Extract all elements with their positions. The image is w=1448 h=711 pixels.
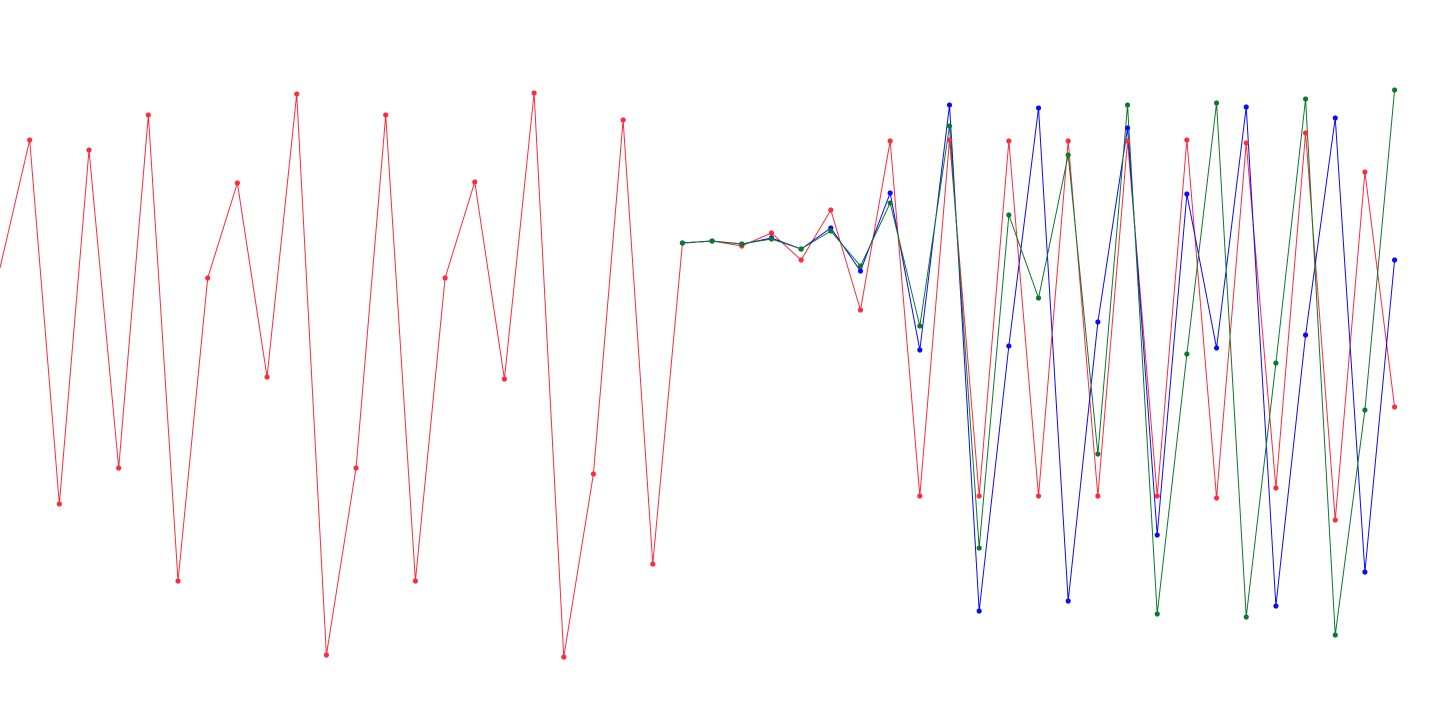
series-0-point xyxy=(590,471,597,477)
series-1-point xyxy=(857,268,864,274)
series-2-line xyxy=(682,89,1396,636)
series-1-point xyxy=(1065,598,1071,604)
series-2-point xyxy=(976,545,982,551)
series-0-point xyxy=(234,180,240,186)
series-2-point xyxy=(739,241,745,247)
series-1-point xyxy=(1184,191,1190,197)
series-0-point xyxy=(145,112,151,118)
series-0-point xyxy=(1154,493,1160,499)
series-0-point xyxy=(976,493,982,499)
series-0-point xyxy=(1065,138,1071,144)
series-lines xyxy=(0,89,1396,658)
series-1-point xyxy=(1124,125,1131,131)
series-0-point xyxy=(56,501,62,507)
series-0-point xyxy=(887,138,893,144)
series-0-point xyxy=(1035,493,1042,499)
series-2-point xyxy=(1243,614,1249,620)
series-2-point xyxy=(1184,351,1190,357)
series-2-point xyxy=(1362,407,1368,413)
series-1-point xyxy=(1154,532,1160,538)
series-0-point xyxy=(472,179,478,185)
series-0-point xyxy=(946,137,953,143)
series-2-point xyxy=(768,236,775,242)
series-2-point xyxy=(1213,100,1220,106)
series-0-point xyxy=(561,654,567,660)
series-1-point xyxy=(887,190,893,196)
series-0-point xyxy=(620,117,626,123)
series-1-point xyxy=(1213,345,1220,351)
series-0-point xyxy=(857,307,864,313)
series-2-point xyxy=(1006,212,1012,218)
series-2-point xyxy=(1273,360,1279,366)
series-1-point xyxy=(1391,257,1398,263)
series-2-point xyxy=(1391,87,1398,93)
series-1-point xyxy=(946,102,953,108)
series-0-point xyxy=(1124,138,1131,144)
series-0-point xyxy=(412,578,419,584)
series-points xyxy=(27,87,1398,660)
series-0-point xyxy=(1243,140,1249,146)
series-1-point xyxy=(1095,319,1101,325)
series-0-point xyxy=(1095,493,1101,499)
series-0-point xyxy=(1006,138,1012,144)
series-0-point xyxy=(917,493,923,499)
series-2-point xyxy=(857,263,864,269)
series-2-point xyxy=(1154,611,1160,617)
series-0-point xyxy=(828,207,834,213)
series-0-point xyxy=(205,275,211,281)
series-2-point xyxy=(679,240,686,246)
series-2-point xyxy=(1124,102,1131,108)
series-0-point xyxy=(383,112,389,118)
series-1-point xyxy=(917,347,923,353)
series-2-point xyxy=(1035,295,1042,301)
series-0-line xyxy=(0,92,1396,658)
series-2-point xyxy=(798,246,804,252)
series-0-point xyxy=(768,230,775,236)
series-1-line xyxy=(682,104,1396,612)
series-2-point xyxy=(1065,152,1071,158)
series-0-point xyxy=(442,275,448,281)
series-1-point xyxy=(1243,104,1249,110)
series-0-point xyxy=(323,652,329,658)
series-1-point xyxy=(1362,569,1368,575)
series-0-point xyxy=(175,578,181,584)
series-2-point xyxy=(1332,632,1338,638)
series-0-point xyxy=(501,376,508,382)
series-0-point xyxy=(1332,517,1338,523)
series-2-point xyxy=(946,123,953,129)
series-0-point xyxy=(86,147,92,153)
series-1-point xyxy=(1302,332,1309,338)
series-1-point xyxy=(1035,105,1042,111)
series-0-point xyxy=(353,465,359,471)
series-0-point xyxy=(1213,495,1220,501)
series-0-point xyxy=(1362,169,1368,175)
series-0-point xyxy=(27,137,33,143)
series-0-point xyxy=(264,374,270,380)
series-2-point xyxy=(1095,451,1101,457)
series-0-point xyxy=(1302,130,1309,136)
series-1-point xyxy=(1332,115,1338,121)
series-0-point xyxy=(650,561,656,567)
series-2-point xyxy=(709,238,715,244)
series-2-point xyxy=(828,228,834,234)
series-0-point xyxy=(116,465,122,471)
series-0-point xyxy=(1184,137,1190,143)
series-2-point xyxy=(917,323,923,329)
series-1-point xyxy=(1273,603,1279,609)
series-0-point xyxy=(1391,404,1398,410)
series-0-point xyxy=(531,90,537,96)
series-0-point xyxy=(798,257,804,263)
series-2-point xyxy=(1302,96,1309,102)
series-0-point xyxy=(294,91,300,97)
series-2-point xyxy=(887,200,893,206)
series-1-point xyxy=(976,608,982,614)
series-1-point xyxy=(1006,343,1012,349)
series-0-point xyxy=(1273,485,1279,491)
